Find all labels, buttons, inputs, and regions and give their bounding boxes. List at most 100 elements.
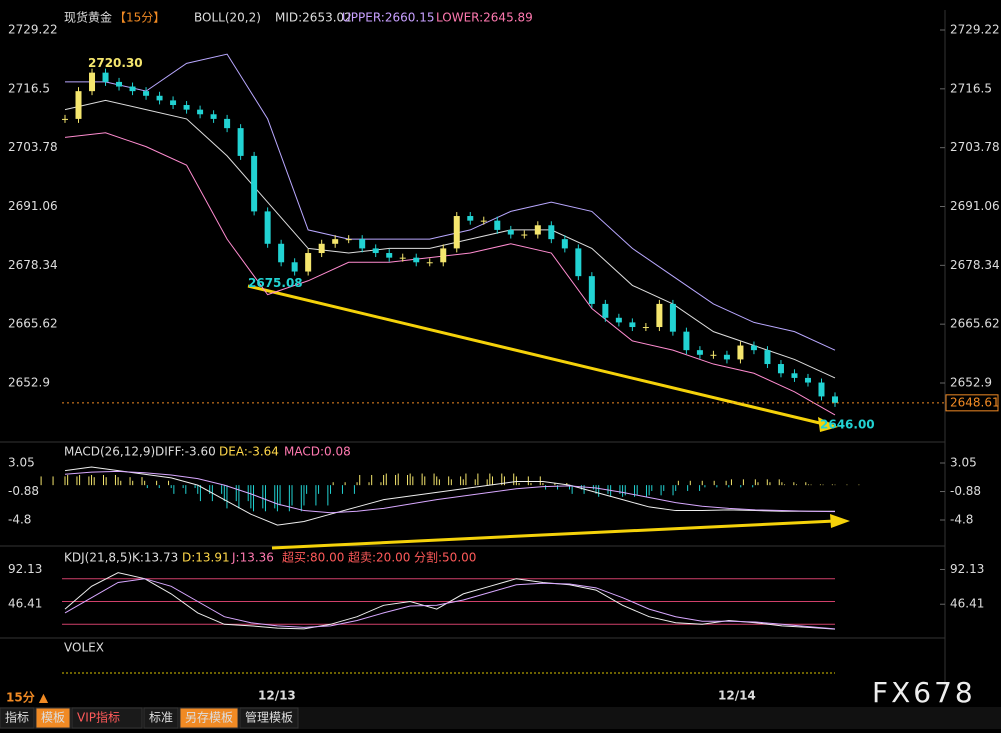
candle <box>264 211 271 244</box>
candle <box>62 118 68 120</box>
indicator: BOLL(20,2) <box>194 11 261 25</box>
boll-upper: UPPER:2660.15 <box>342 11 434 25</box>
x-label: 12/14 <box>718 689 756 703</box>
boll-lower: LOWER:2645.89 <box>436 11 533 25</box>
candle <box>372 248 379 254</box>
y-tick-label: 92.13 <box>950 562 984 576</box>
period: 【15分】 <box>114 11 165 25</box>
candle <box>548 225 555 240</box>
candle <box>534 225 541 235</box>
candle <box>575 248 582 277</box>
candle <box>669 303 676 332</box>
candle <box>197 109 204 115</box>
tab[interactable] <box>35 707 71 729</box>
period-tab[interactable]: 15分 ▲ <box>6 690 49 705</box>
macd-dea: DEA:-3.64 <box>219 445 279 459</box>
y-tick-label: 2729.22 <box>950 23 1000 37</box>
candle <box>453 216 460 249</box>
y-tick-label: 2703.78 <box>950 140 1000 154</box>
y-tick-label: 2665.62 <box>8 317 58 331</box>
x-label: 12/13 <box>258 689 296 703</box>
tab[interactable] <box>239 707 299 729</box>
candle <box>291 262 298 272</box>
y-tick-label: 2652.9 <box>8 376 50 390</box>
tab-label[interactable]: 模板 <box>41 711 65 725</box>
y-tick-label: 92.13 <box>8 562 42 576</box>
candle <box>507 229 514 235</box>
candle <box>683 331 690 351</box>
candle <box>750 345 757 351</box>
level-label: 分割:50.00 <box>414 550 476 565</box>
candle <box>224 118 231 129</box>
tab-label[interactable]: 管理模板 <box>245 710 293 725</box>
kdj-title: KDJ(21,8,5) <box>64 551 132 565</box>
candle <box>386 253 393 258</box>
candle <box>332 239 339 244</box>
tab-label[interactable]: 另存模板 <box>185 711 233 725</box>
dea-line <box>64 470 836 514</box>
candle <box>494 220 501 230</box>
candle <box>791 373 798 378</box>
candle <box>480 220 487 222</box>
boll-upper <box>65 53 836 351</box>
y-tick-label: 2678.34 <box>950 258 1000 272</box>
candle <box>467 216 474 221</box>
candle <box>251 155 258 212</box>
tab[interactable] <box>143 707 179 729</box>
candle <box>696 350 703 355</box>
y-tick-label: 3.05 <box>8 456 35 470</box>
y-tick-label: 2703.78 <box>8 140 58 154</box>
candle <box>710 354 717 356</box>
tab-label[interactable]: VIP指标 <box>77 710 120 725</box>
candle <box>561 239 568 249</box>
candle <box>89 72 96 92</box>
candle <box>183 105 190 110</box>
kdj-k: K:13.73 <box>132 551 178 565</box>
candle <box>170 100 177 106</box>
last-price-box <box>945 394 999 412</box>
price-annotation: 2675.08 <box>248 276 303 290</box>
y-tick-label: 2691.06 <box>950 199 1000 213</box>
macd-diff: DIFF:-3.60 <box>155 445 216 459</box>
boll-lower <box>64 132 836 416</box>
y-tick-label: 2729.22 <box>8 23 58 37</box>
candle <box>413 257 420 263</box>
candle <box>642 327 649 329</box>
arrow-head <box>818 417 838 432</box>
macd-title: MACD(26,12,9) <box>64 445 155 459</box>
tab[interactable] <box>71 707 143 729</box>
candle <box>237 128 244 156</box>
boll-mid: MID:2653.02 <box>275 11 352 25</box>
candle <box>75 91 82 119</box>
candle <box>116 81 123 87</box>
candle <box>629 322 636 328</box>
symbol: 现货黄金 <box>64 10 112 25</box>
price-annotation: 2646.00 <box>820 417 875 431</box>
candle <box>278 243 285 263</box>
tab[interactable] <box>0 707 35 729</box>
candle <box>440 248 447 263</box>
candle <box>737 345 744 360</box>
y-tick-label: 2691.06 <box>8 199 58 213</box>
tab-label[interactable]: 标准 <box>149 711 173 725</box>
last-price: 2648.61 <box>950 395 1000 409</box>
y-tick-label: 2652.9 <box>950 376 992 390</box>
y-tick-label: -4.8 <box>8 513 31 527</box>
tab[interactable] <box>179 707 239 729</box>
watermark: FX678 <box>872 676 976 709</box>
candle <box>723 354 730 360</box>
trend-arrow <box>247 284 829 427</box>
candle <box>156 95 163 101</box>
candle <box>129 86 136 92</box>
arrow-head <box>830 514 850 528</box>
y-tick-label: 46.41 <box>950 597 984 611</box>
candle <box>615 317 622 323</box>
diff-line <box>64 466 835 526</box>
tab-label[interactable]: 指标 <box>5 710 29 725</box>
level-label: 超买:80.00 <box>282 550 344 565</box>
candle <box>602 303 609 318</box>
macd-value: MACD:0.08 <box>284 445 351 459</box>
